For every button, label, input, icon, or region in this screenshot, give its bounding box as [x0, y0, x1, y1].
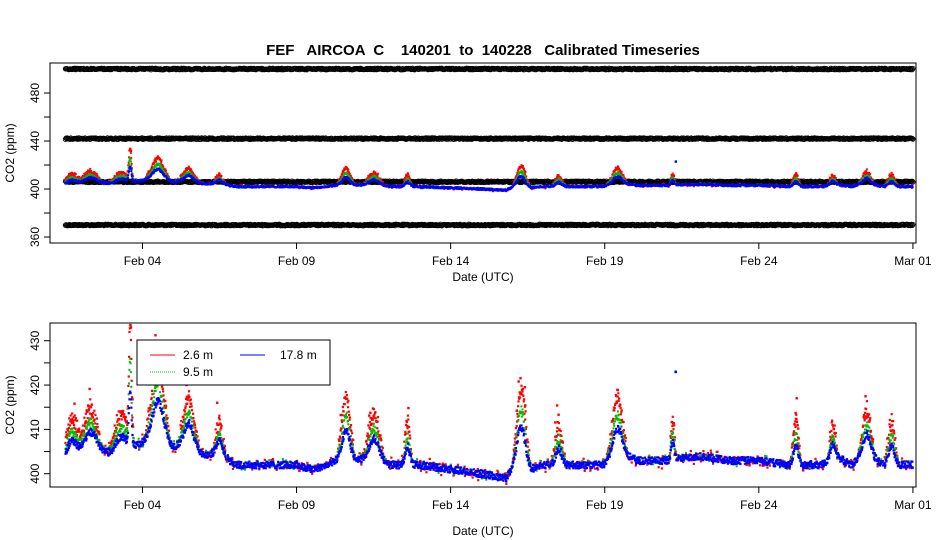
top-plot-area	[62, 65, 916, 229]
calibration-row	[62, 221, 916, 229]
top-title: FEF AIRCOA C 140201 to 140228 Calibrated…	[266, 42, 700, 59]
calibration-row	[62, 178, 916, 186]
calibration-row	[62, 135, 916, 142]
top-panel: FEF AIRCOA C 140201 to 140228 Calibrated…	[3, 42, 932, 284]
calibration-row	[62, 65, 916, 73]
